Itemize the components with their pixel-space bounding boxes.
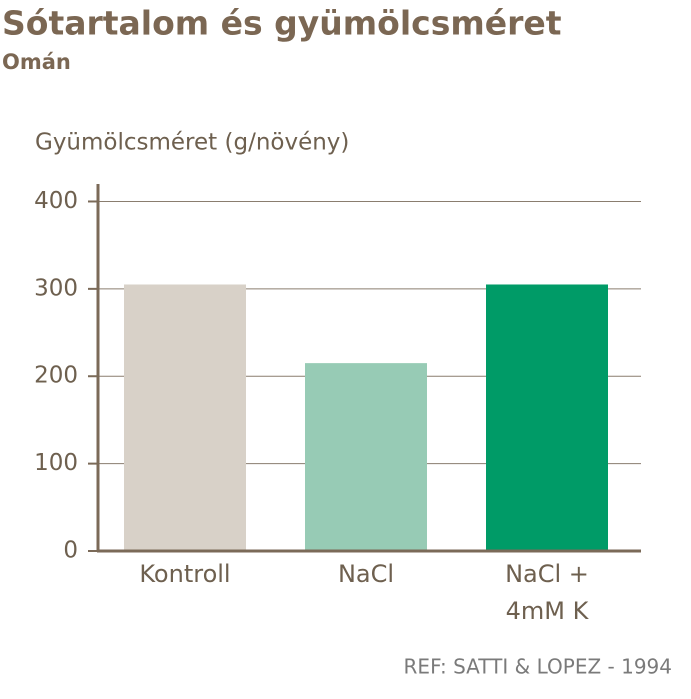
y-axis-label: Gyümölcsméret (g/növény) xyxy=(35,130,349,156)
chart-subtitle: Omán xyxy=(2,50,71,74)
y-tick-label: 100 xyxy=(34,450,78,476)
x-tick-label: NaCl + 4mM K xyxy=(505,560,589,625)
bar xyxy=(305,363,427,551)
y-tick-label: 400 xyxy=(34,188,78,214)
source: REF: SATTI & LOPEZ - 1994 xyxy=(404,655,672,679)
x-tick-label: NaCl xyxy=(337,560,395,588)
chart-title: Sótartalom és gyümölcsméret xyxy=(2,4,562,43)
y-tick-label: 0 xyxy=(63,538,78,564)
y-tick-label: 200 xyxy=(34,363,78,389)
x-tick-label: Kontroll xyxy=(139,560,231,588)
bar xyxy=(124,284,246,551)
bar xyxy=(486,284,608,551)
y-tick-label: 300 xyxy=(34,275,78,301)
